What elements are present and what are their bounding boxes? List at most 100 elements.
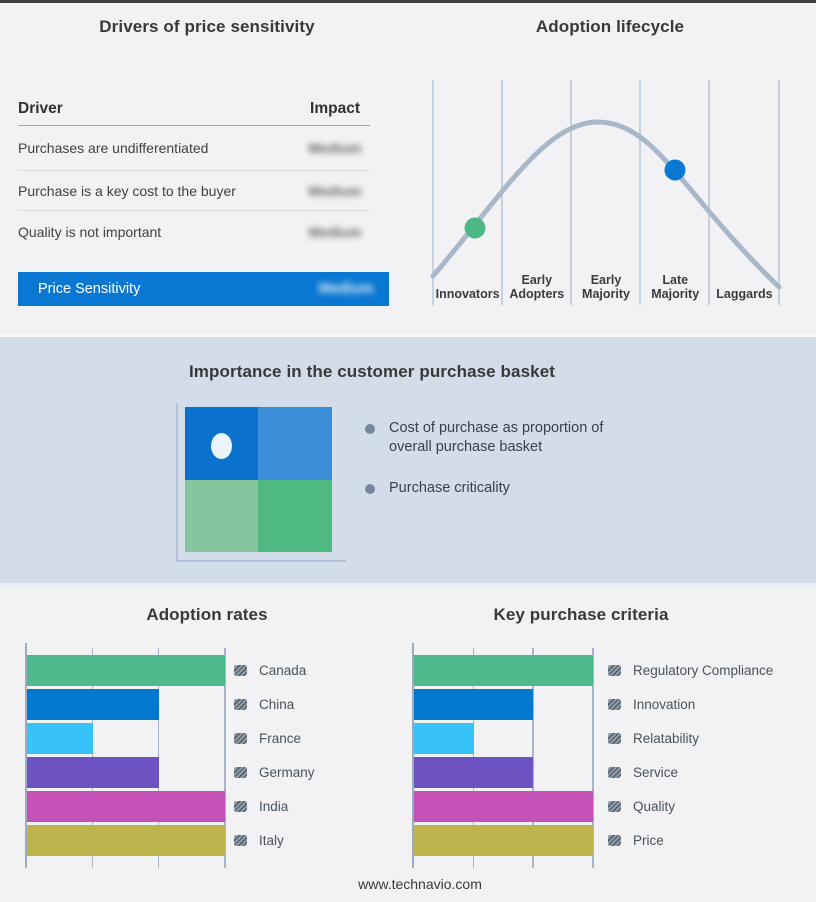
legend-hatch-swatch-icon	[608, 699, 621, 710]
stage-label-early-adopters: Early Adopters	[509, 272, 565, 302]
legend-label: China	[259, 697, 295, 712]
lifecycle-gridlines	[432, 80, 780, 305]
bar-china	[27, 689, 159, 720]
legend-item: France	[234, 723, 315, 754]
drivers-table: Driver Impact Purchases are undifferenti…	[18, 92, 370, 253]
gridline	[224, 648, 226, 868]
legend-label: Regulatory Compliance	[633, 663, 774, 678]
legend-hatch-swatch-icon	[234, 801, 247, 812]
stage-label-laggards: Laggards	[716, 287, 773, 302]
column-header-driver: Driver	[18, 99, 63, 117]
basket-title: Importance in the customer purchase bask…	[188, 362, 556, 381]
legend-hatch-swatch-icon	[608, 767, 621, 778]
legend-item: Regulatory Compliance	[608, 655, 773, 686]
legend-item: Quality	[608, 791, 773, 822]
legend-item: China	[234, 689, 315, 720]
price-sensitivity-highlight-row: Price Sensitivity Medium	[18, 272, 389, 306]
legend-hatch-swatch-icon	[234, 733, 247, 744]
legend-label: Price	[633, 833, 664, 848]
quadrant-bottom-right	[258, 480, 332, 552]
chart-legend: Canada China France Germany India Italy	[234, 643, 315, 859]
legend-hatch-swatch-icon	[234, 665, 247, 676]
legend-hatch-swatch-icon	[234, 699, 247, 710]
table-row: Purchase is a key cost to the buyer Medi…	[18, 171, 370, 211]
bar-relatability	[414, 723, 474, 754]
bar-plot	[25, 643, 226, 868]
legend-label: Germany	[259, 765, 315, 780]
legend-item: Service	[608, 757, 773, 788]
quadrant-top-right	[258, 407, 332, 480]
legend-hatch-swatch-icon	[608, 665, 621, 676]
driver-cell: Purchases are undifferentiated	[18, 140, 209, 156]
lifecycle-title: Adoption lifecycle	[535, 17, 685, 36]
bottom-charts-section: Adoption rates Key purchase criteria Can…	[0, 585, 816, 902]
impact-value-blurred: Medium	[308, 140, 362, 156]
legend-item: Germany	[234, 757, 315, 788]
purchase-basket-band: Importance in the customer purchase bask…	[0, 335, 816, 585]
top-border	[0, 0, 816, 3]
lifecycle-stage-labels: Innovators Early Adopters Early Majority…	[433, 272, 779, 302]
position-dot	[211, 433, 232, 459]
key-purchase-criteria-title: Key purchase criteria	[493, 605, 669, 624]
bar-india	[27, 791, 225, 822]
legend-item: Canada	[234, 655, 315, 686]
legend-item: Innovation	[608, 689, 773, 720]
legend-label: Service	[633, 765, 679, 780]
impact-value-blurred: Medium	[308, 182, 362, 199]
bar-france	[27, 723, 93, 754]
chart-legend: Regulatory Compliance Innovation Relatabil…	[608, 643, 773, 859]
legend-hatch-swatch-icon	[608, 801, 621, 812]
bar-price	[414, 825, 593, 856]
late-majority-marker-dot	[664, 159, 686, 181]
highlight-row-label: Price Sensitivity	[38, 281, 141, 297]
legend-hatch-swatch-icon	[608, 835, 621, 846]
stage-label-late-majority: Late Majority	[651, 272, 700, 302]
bullet-item: Purchase criticality	[364, 479, 644, 498]
gridline	[592, 648, 594, 868]
bar-regulatory-compliance	[414, 655, 593, 686]
table-header-row: Driver Impact	[18, 92, 370, 126]
legend-label: Quality	[633, 799, 676, 814]
bullet-item: Cost of purchase as proportion of overal…	[364, 419, 644, 457]
bar-plot	[412, 643, 594, 868]
stage-label-innovators: Innovators	[435, 287, 500, 302]
bar-italy	[27, 825, 225, 856]
legend-label: Italy	[259, 833, 284, 848]
legend-label: France	[259, 731, 302, 746]
legend-hatch-swatch-icon	[234, 835, 247, 846]
adoption-rates-title: Adoption rates	[146, 605, 268, 624]
quadrant-bottom-left	[185, 480, 258, 552]
legend-item: Italy	[234, 825, 315, 856]
quadrant-axis	[176, 403, 346, 562]
basket-bullet-list: Cost of purchase as proportion of overal…	[364, 419, 644, 498]
column-header-impact: Impact	[310, 99, 360, 117]
impact-value-blurred: Medium	[308, 224, 362, 240]
bar-service	[414, 757, 534, 788]
bar-quality	[414, 791, 593, 822]
website-footer: www.technavio.com	[358, 876, 482, 892]
drivers-title: Drivers of price sensitivity	[99, 17, 315, 36]
legend-item: Price	[608, 825, 773, 856]
bar-germany	[27, 757, 159, 788]
legend-label: Relatability	[633, 731, 700, 746]
legend-label: Innovation	[633, 697, 696, 712]
driver-cell: Purchase is a key cost to the buyer	[18, 182, 236, 199]
bar-canada	[27, 655, 225, 686]
table-row: Quality is not important Medium	[18, 211, 370, 253]
bar-innovation	[414, 689, 534, 720]
impact-value-blurred: Medium	[318, 281, 374, 297]
table-row: Purchases are undifferentiated Medium	[18, 126, 370, 171]
lifecycle-chart	[430, 80, 782, 305]
legend-item: India	[234, 791, 315, 822]
legend-label: India	[259, 799, 289, 814]
legend-label: Canada	[259, 663, 307, 678]
driver-cell: Quality is not important	[18, 224, 162, 240]
quadrant-matrix	[185, 407, 332, 552]
innovators-marker-dot	[464, 217, 486, 239]
legend-hatch-swatch-icon	[234, 767, 247, 778]
legend-hatch-swatch-icon	[608, 733, 621, 744]
bell-curve	[430, 119, 782, 290]
legend-item: Relatability	[608, 723, 773, 754]
stage-label-early-majority: Early Majority	[582, 272, 630, 302]
